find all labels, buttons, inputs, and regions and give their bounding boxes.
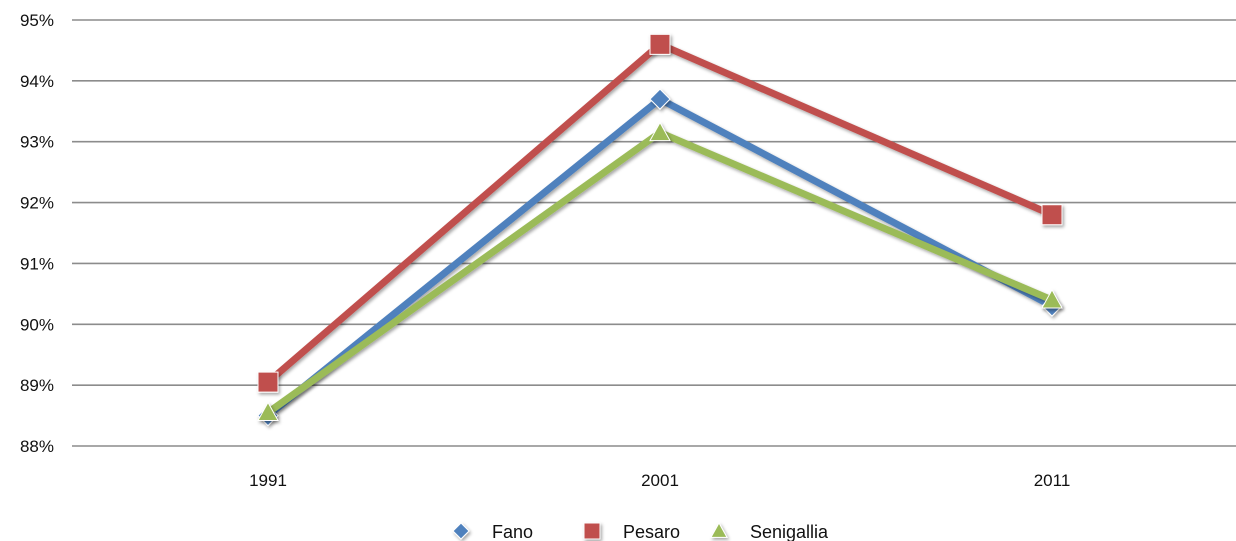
- data-point: [649, 121, 671, 142]
- y-tick-label: 91%: [20, 254, 54, 273]
- y-tick-label: 94%: [20, 72, 54, 91]
- legend-swatch-marker: [710, 521, 728, 538]
- x-tick-label: 2011: [1034, 471, 1071, 490]
- x-axis-tick-labels: 1991 2001 2011: [249, 471, 1070, 490]
- legend-swatch-marker: [452, 522, 470, 540]
- series-line: [264, 128, 1056, 417]
- data-point: [1041, 204, 1063, 226]
- x-tick-label: 1991: [249, 471, 287, 490]
- legend-item-pesaro: Pesaro: [563, 522, 680, 541]
- data-point: [1041, 288, 1063, 309]
- legend-swatch-marker: [583, 522, 601, 540]
- data-point: [649, 88, 671, 110]
- legend-label: Fano: [492, 522, 533, 541]
- y-axis-tick-labels: 88% 89% 90% 91% 92% 93% 94% 95%: [20, 11, 54, 456]
- legend: Fano Pesaro Senigallia: [432, 521, 829, 541]
- y-tick-label: 93%: [20, 133, 54, 152]
- series-senigallia: [257, 121, 1063, 422]
- y-tick-label: 90%: [20, 315, 54, 334]
- legend-item-senigallia: Senigallia: [690, 521, 829, 541]
- y-tick-label: 89%: [20, 376, 54, 395]
- x-tick-label: 2001: [641, 471, 679, 490]
- gridlines: [72, 19, 1236, 447]
- data-point: [257, 371, 279, 393]
- y-tick-label: 92%: [20, 194, 54, 213]
- series-layer: [257, 33, 1063, 427]
- series-pesaro: [257, 33, 1063, 393]
- legend-label: Senigallia: [750, 522, 829, 541]
- y-tick-label: 95%: [20, 11, 54, 30]
- data-point: [257, 401, 279, 422]
- legend-item-fano: Fano: [432, 522, 533, 541]
- legend-label: Pesaro: [623, 522, 680, 541]
- series-line: [264, 94, 1056, 420]
- y-tick-label: 88%: [20, 437, 54, 456]
- data-point: [649, 33, 671, 55]
